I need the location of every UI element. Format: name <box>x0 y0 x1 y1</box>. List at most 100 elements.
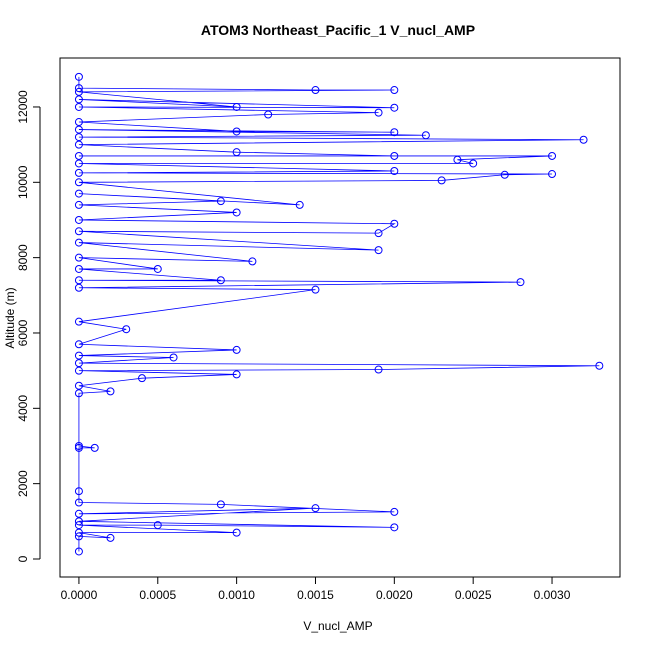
data-point <box>74 532 83 541</box>
data-point <box>390 507 399 516</box>
x-tick-label: 0.0025 <box>455 588 492 602</box>
data-point <box>153 264 162 273</box>
data-point <box>74 498 83 507</box>
data-point <box>74 528 83 537</box>
data-point <box>390 103 399 112</box>
data-point <box>248 257 257 266</box>
data-point <box>74 517 83 526</box>
data-point <box>469 159 478 168</box>
data-point <box>421 131 430 140</box>
x-tick-label: 0.0000 <box>61 588 98 602</box>
data-point <box>74 238 83 247</box>
data-point <box>295 200 304 209</box>
data-point <box>74 200 83 209</box>
data-point <box>74 227 83 236</box>
y-tick-label: 10000 <box>16 165 30 199</box>
data-point <box>74 340 83 349</box>
data-point <box>264 110 273 119</box>
data-point <box>138 374 147 383</box>
data-point <box>74 283 83 292</box>
data-point <box>232 148 241 157</box>
data-point <box>548 151 557 160</box>
data-point <box>74 359 83 368</box>
data-point <box>374 246 383 255</box>
data-point <box>74 441 83 450</box>
data-point <box>216 500 225 509</box>
data-point <box>74 487 83 496</box>
data-point <box>74 215 83 224</box>
data-point <box>595 361 604 370</box>
data-point <box>74 351 83 360</box>
data-point <box>374 365 383 374</box>
data-point <box>516 278 525 287</box>
x-tick-label: 0.0015 <box>297 588 334 602</box>
data-point <box>74 168 83 177</box>
data-point <box>122 325 131 334</box>
data-point <box>74 102 83 111</box>
data-point <box>390 151 399 160</box>
data-point <box>74 133 83 142</box>
data-point <box>74 140 83 149</box>
data-point <box>74 178 83 187</box>
data-point <box>453 155 462 164</box>
data-point <box>153 521 162 530</box>
y-tick-label: 0 <box>16 555 30 562</box>
data-point <box>74 317 83 326</box>
data-point <box>311 86 320 95</box>
data-point <box>579 135 588 144</box>
data-point <box>232 370 241 379</box>
x-tick-label: 0.0030 <box>534 588 571 602</box>
series-line <box>78 76 600 552</box>
y-tick-label: 4000 <box>16 395 30 422</box>
data-point <box>216 197 225 206</box>
data-point <box>232 208 241 217</box>
data-point <box>311 504 320 513</box>
data-point <box>232 528 241 537</box>
y-axis-label: Altitude (m) <box>3 287 17 348</box>
data-point <box>74 381 83 390</box>
data-point <box>390 167 399 176</box>
y-tick-label: 12000 <box>16 90 30 124</box>
data-point <box>74 151 83 160</box>
data-point <box>74 389 83 398</box>
y-tick-label: 8000 <box>16 244 30 271</box>
data-point <box>390 219 399 228</box>
data-point <box>390 86 399 95</box>
x-tick-label: 0.0005 <box>139 588 176 602</box>
y-tick-label: 2000 <box>16 470 30 497</box>
data-point <box>232 345 241 354</box>
data-point <box>500 170 509 179</box>
data-point <box>74 87 83 96</box>
data-point <box>232 127 241 136</box>
y-tick-label: 6000 <box>16 319 30 346</box>
data-point <box>74 84 83 93</box>
data-point <box>74 521 83 530</box>
data-point <box>374 108 383 117</box>
data-point <box>90 443 99 452</box>
x-tick-label: 0.0010 <box>218 588 255 602</box>
data-point <box>74 118 83 127</box>
data-point <box>106 533 115 542</box>
x-axis-label: V_nucl_AMP <box>303 619 372 633</box>
data-point <box>548 170 557 179</box>
data-point <box>169 353 178 362</box>
data-point <box>74 264 83 273</box>
data-point <box>232 102 241 111</box>
data-point <box>74 253 83 262</box>
data-point <box>74 366 83 375</box>
data-point <box>390 523 399 532</box>
data-point <box>74 159 83 168</box>
data-point <box>106 387 115 396</box>
data-point <box>374 229 383 238</box>
data-point <box>74 276 83 285</box>
data-point <box>74 547 83 556</box>
data-point <box>437 176 446 185</box>
data-point <box>74 125 83 134</box>
data-point <box>74 72 83 81</box>
data-point <box>74 95 83 104</box>
data-point <box>74 189 83 198</box>
data-point <box>74 509 83 518</box>
data-point <box>311 285 320 294</box>
chart-title: ATOM3 Northeast_Pacific_1 V_nucl_AMP <box>201 22 475 38</box>
